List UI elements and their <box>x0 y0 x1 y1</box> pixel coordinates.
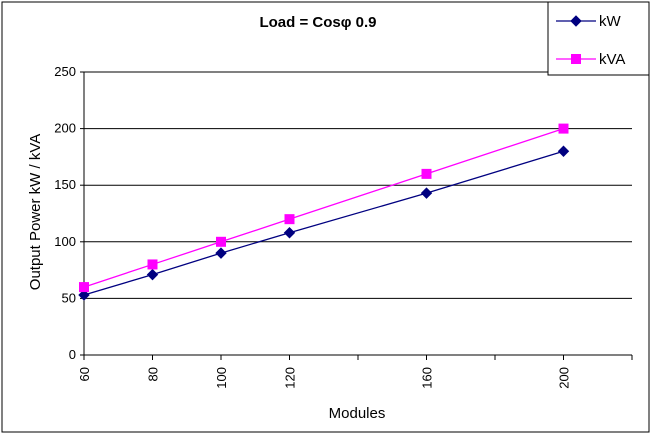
x-tick-label: 60 <box>77 367 92 381</box>
x-tick-label: 80 <box>146 367 161 381</box>
marker-kW <box>557 145 570 157</box>
marker-kW <box>420 187 433 199</box>
x-tick-label: 200 <box>557 367 572 389</box>
legend-label-kW: kW <box>599 13 622 30</box>
legend-label-kVA: kVA <box>599 51 625 68</box>
legend-marker-kW <box>570 15 582 27</box>
legend-box <box>547 1 650 76</box>
y-tick-label: 150 <box>54 177 76 192</box>
legend-marker-kVA <box>571 54 581 64</box>
marker-kVA <box>79 282 89 293</box>
marker-kVA <box>147 259 158 270</box>
legend: kW kVA <box>547 1 650 76</box>
series-line-kVA <box>83 127 564 288</box>
y-tick-label: 200 <box>54 121 76 136</box>
series-lines <box>83 127 564 296</box>
y-tick-label: 250 <box>54 64 76 79</box>
x-tick-label: 100 <box>214 367 229 389</box>
marker-kVA <box>216 236 226 247</box>
marker-kW <box>283 227 296 239</box>
series-line-kW <box>83 150 564 296</box>
chart-border <box>1 1 650 433</box>
marker-kW <box>146 268 159 281</box>
y-tick-labels: 0 50 100 150 200 250 <box>54 64 76 362</box>
marker-kVA <box>284 214 295 225</box>
y-tick-label: 100 <box>54 234 76 249</box>
x-tick-label: 160 <box>420 367 435 389</box>
marker-kVA <box>421 168 432 179</box>
gridlines <box>84 71 632 299</box>
x-axis-title: Modules <box>329 405 386 422</box>
y-tick-label: 50 <box>62 290 76 305</box>
marker-kW <box>78 289 90 301</box>
chart-title: Load = Cosφ 0.9 <box>259 14 376 31</box>
marker-kW <box>215 247 227 259</box>
x-tick-label: 120 <box>283 367 298 389</box>
y-tick-label: 0 <box>69 347 76 362</box>
x-tick-labels: 60 80 100 120 160 200 <box>77 367 572 389</box>
series-markers <box>78 123 570 301</box>
marker-kVA <box>558 123 569 134</box>
y-axis-title: Output Power kW / kVA <box>27 134 44 290</box>
